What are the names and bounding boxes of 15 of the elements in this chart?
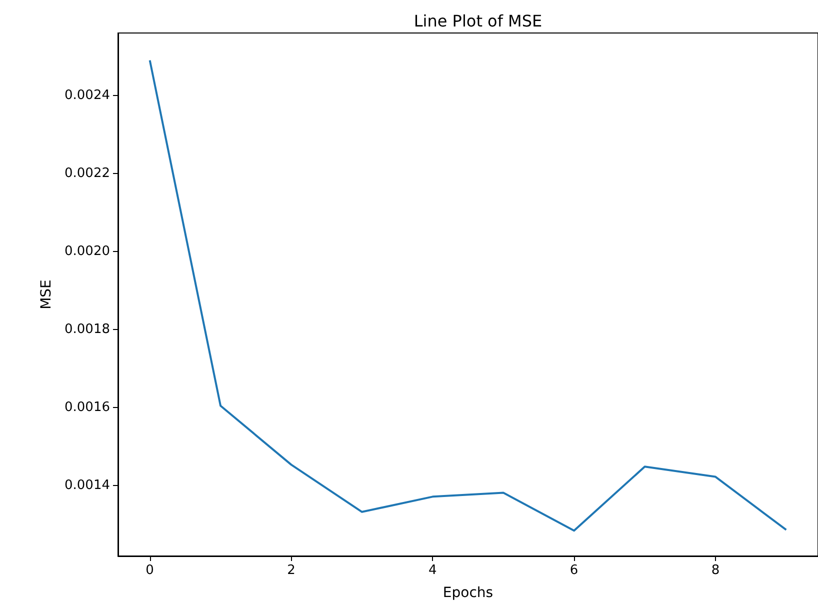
y-tick-label: 0.0014: [64, 478, 110, 494]
y-tick-label: 0.0020: [64, 244, 110, 260]
y-tick-label: 0.0016: [64, 400, 110, 416]
x-axis-title: Epochs: [442, 585, 494, 601]
y-tick-label: 0.0024: [64, 88, 110, 103]
x-tick-label: 4: [428, 563, 437, 578]
x-tick-label: 0: [146, 563, 154, 578]
chart-title: Line Plot of MSE: [414, 12, 542, 30]
x-tick-label: 6: [570, 563, 578, 578]
y-axis-title: MSE: [38, 280, 55, 310]
y-tick-label: 0.0022: [64, 166, 110, 182]
x-tick-label: 8: [711, 563, 720, 578]
line-series: [148, 59, 788, 532]
y-tick-label: 0.0018: [64, 322, 110, 338]
x-tick-label: 2: [287, 563, 296, 578]
